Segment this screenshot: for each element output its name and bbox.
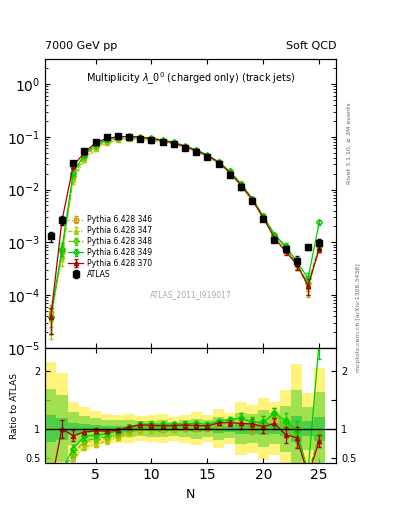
Bar: [90, 425, 101, 432]
Bar: [157, 426, 168, 432]
Bar: [168, 426, 180, 431]
Bar: [168, 421, 180, 436]
Bar: [235, 413, 246, 444]
Bar: [258, 422, 269, 435]
Bar: [314, 392, 325, 465]
Text: 7000 GeV pp: 7000 GeV pp: [45, 41, 118, 51]
Bar: [258, 398, 269, 460]
Bar: [202, 420, 213, 437]
Bar: [246, 424, 258, 434]
Bar: [280, 421, 291, 436]
Bar: [224, 414, 235, 444]
Bar: [146, 421, 157, 437]
Bar: [291, 416, 303, 441]
Bar: [123, 414, 135, 443]
Text: Multiplicity $\lambda\_0^0$ (charged only) (track jets): Multiplicity $\lambda\_0^0$ (charged onl…: [86, 71, 296, 87]
Bar: [314, 417, 325, 441]
Bar: [146, 415, 157, 442]
Bar: [213, 410, 224, 448]
Bar: [101, 425, 112, 432]
Bar: [45, 389, 56, 468]
Bar: [135, 426, 146, 431]
Text: mcplots.cern.ch [arXiv:1306.3436]: mcplots.cern.ch [arXiv:1306.3436]: [356, 263, 361, 372]
Bar: [180, 426, 191, 432]
Bar: [191, 419, 202, 439]
Bar: [56, 373, 68, 484]
Legend: Pythia 6.428 346, Pythia 6.428 347, Pythia 6.428 348, Pythia 6.428 349, Pythia 6: Pythia 6.428 346, Pythia 6.428 347, Pyth…: [66, 214, 154, 281]
Bar: [112, 415, 123, 443]
Bar: [314, 368, 325, 489]
Bar: [90, 411, 101, 447]
Bar: [146, 426, 157, 431]
Bar: [213, 417, 224, 440]
Bar: [68, 401, 79, 456]
X-axis label: N: N: [186, 488, 195, 501]
Bar: [235, 402, 246, 455]
Bar: [68, 413, 79, 445]
Bar: [79, 407, 90, 451]
Bar: [303, 421, 314, 436]
Bar: [180, 415, 191, 443]
Bar: [123, 426, 135, 432]
Bar: [303, 407, 314, 451]
Bar: [269, 402, 280, 455]
Bar: [280, 406, 291, 452]
Bar: [45, 362, 56, 496]
Bar: [224, 419, 235, 438]
Bar: [202, 415, 213, 442]
Bar: [202, 426, 213, 432]
Bar: [258, 410, 269, 447]
Bar: [280, 390, 291, 467]
Bar: [135, 416, 146, 441]
Bar: [56, 395, 68, 462]
Bar: [79, 424, 90, 433]
Bar: [213, 425, 224, 433]
Bar: [68, 423, 79, 434]
Bar: [101, 420, 112, 438]
Bar: [135, 421, 146, 436]
Y-axis label: Ratio to ATLAS: Ratio to ATLAS: [10, 373, 19, 439]
Bar: [303, 393, 314, 465]
Bar: [112, 420, 123, 437]
Bar: [123, 420, 135, 437]
Bar: [246, 414, 258, 443]
Bar: [269, 423, 280, 434]
Bar: [246, 404, 258, 453]
Bar: [90, 418, 101, 439]
Bar: [157, 414, 168, 443]
Text: ATLAS_2011_I919017: ATLAS_2011_I919017: [150, 290, 231, 298]
Bar: [269, 413, 280, 444]
Bar: [101, 414, 112, 443]
Bar: [79, 416, 90, 442]
Bar: [224, 425, 235, 432]
Bar: [112, 426, 123, 432]
Bar: [235, 423, 246, 434]
Bar: [168, 417, 180, 440]
Bar: [291, 390, 303, 467]
Bar: [191, 412, 202, 445]
Bar: [157, 420, 168, 437]
Text: Soft QCD: Soft QCD: [286, 41, 336, 51]
Bar: [56, 418, 68, 440]
Bar: [180, 420, 191, 437]
Bar: [191, 425, 202, 432]
Bar: [45, 415, 56, 442]
Text: Rivet 3.1.10, ≥ 3M events: Rivet 3.1.10, ≥ 3M events: [347, 102, 352, 184]
Bar: [291, 365, 303, 493]
